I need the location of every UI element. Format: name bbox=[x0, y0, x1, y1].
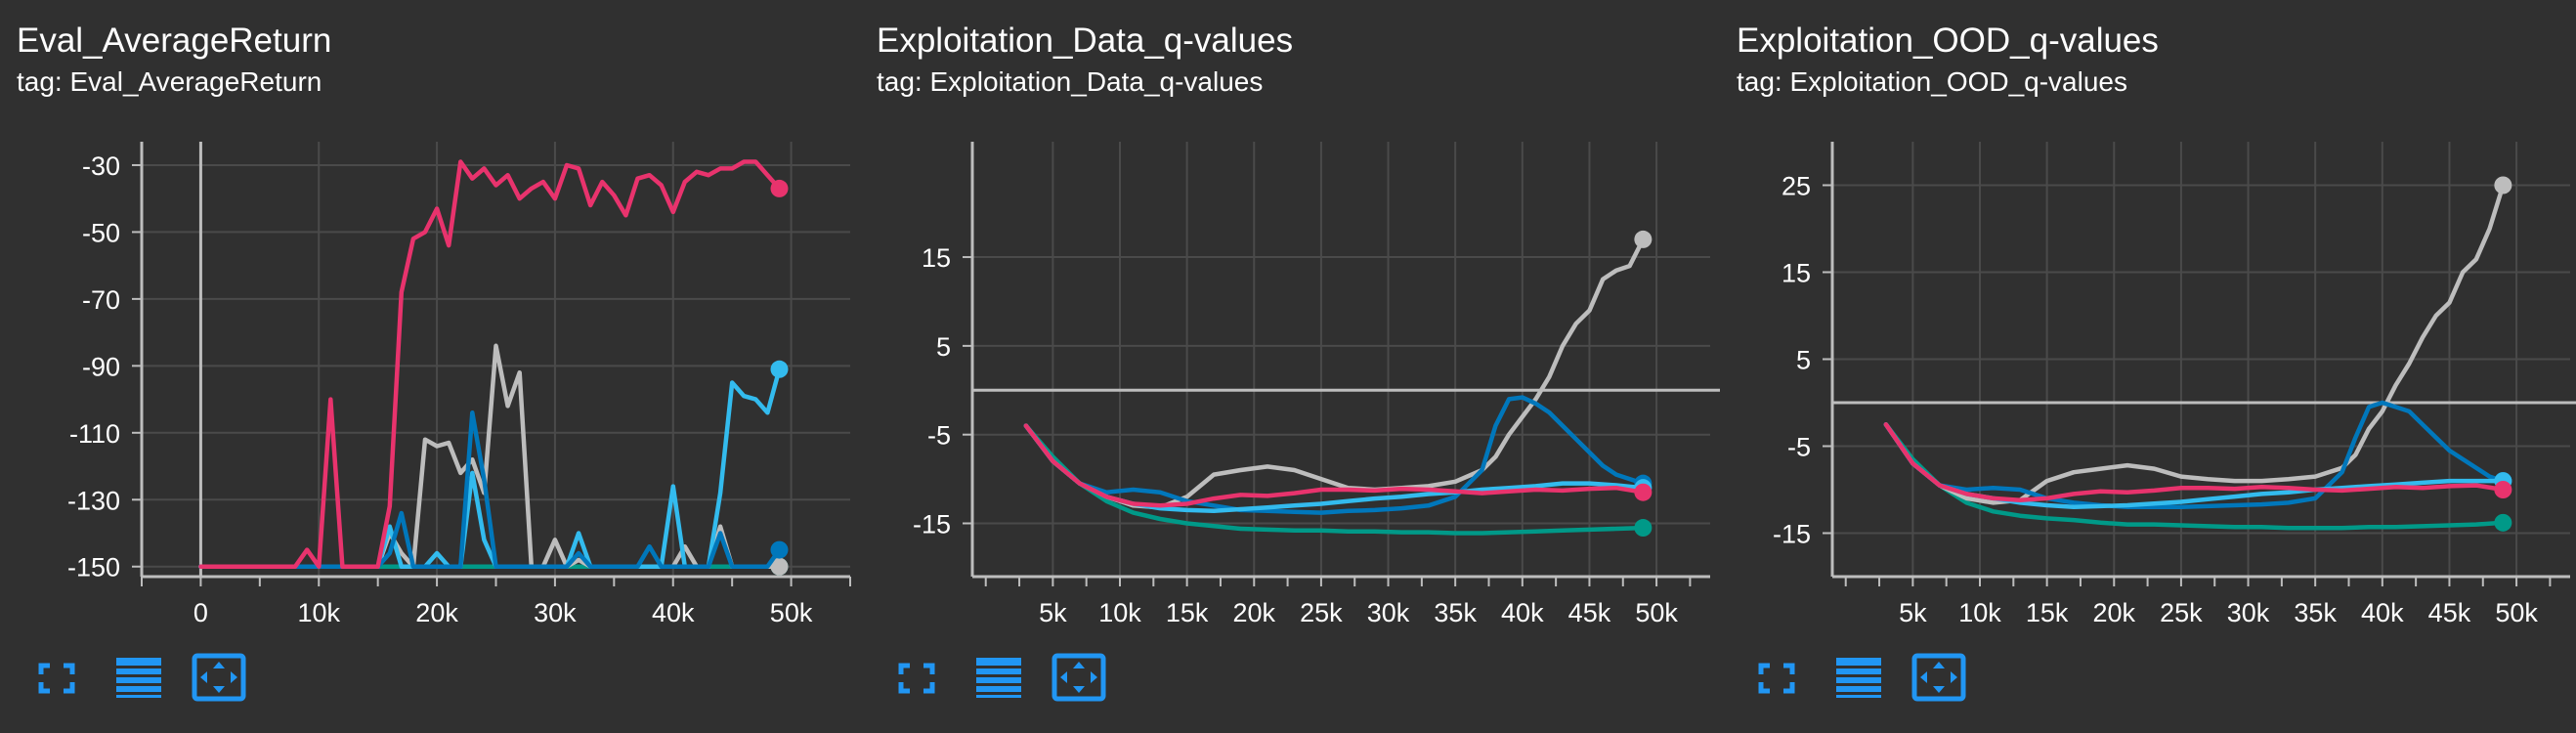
series-line-pink[interactable] bbox=[1023, 423, 1646, 508]
series-line-blue[interactable] bbox=[198, 410, 782, 569]
y-tick-label: 15 bbox=[922, 243, 951, 273]
chart-tag: tag: Exploitation_OOD_q-values bbox=[1737, 66, 2127, 97]
y-tick-label: -30 bbox=[82, 151, 120, 181]
x-tick-label: 20k bbox=[415, 598, 458, 627]
toggle-log-list-button[interactable] bbox=[971, 653, 1026, 702]
x-tick-label: 10k bbox=[297, 598, 340, 627]
x-tick-label: 30k bbox=[1367, 598, 1410, 627]
series-endpoint-teal[interactable] bbox=[2494, 513, 2512, 532]
y-tick-label: -15 bbox=[1773, 520, 1811, 549]
toggle-log-list-icon bbox=[116, 658, 161, 698]
toggle-log-list-button[interactable] bbox=[1831, 653, 1886, 702]
fit-domain-icon bbox=[192, 653, 246, 702]
line-chart[interactable]: 5k 10k 15k 20k 25k 30k 35k 40k 45k 50k 25 15 5 -5 -15 bbox=[1720, 0, 2576, 645]
series-line-pink[interactable] bbox=[198, 159, 782, 569]
y-tick-label: -90 bbox=[82, 352, 120, 381]
toggle-log-list-button[interactable] bbox=[111, 653, 166, 702]
fit-domain-button[interactable] bbox=[1911, 653, 1966, 702]
fullscreen-button[interactable] bbox=[29, 653, 84, 702]
y-tick-label: 5 bbox=[1796, 346, 1811, 375]
fullscreen-button[interactable] bbox=[889, 653, 944, 702]
grid bbox=[972, 142, 1710, 586]
y-tick-label: -5 bbox=[927, 421, 951, 451]
fit-domain-icon bbox=[1052, 653, 1106, 702]
fullscreen-icon bbox=[38, 663, 75, 694]
fullscreen-button[interactable] bbox=[1749, 653, 1804, 702]
series-endpoint-blue[interactable] bbox=[770, 540, 789, 559]
series-endpoint-pink[interactable] bbox=[770, 179, 789, 197]
y-tick-label: -5 bbox=[1787, 433, 1811, 462]
grid bbox=[141, 142, 851, 586]
series-endpoint-gray[interactable] bbox=[2494, 176, 2512, 194]
series-line-light_blue[interactable] bbox=[198, 366, 782, 569]
series-endpoint-teal[interactable] bbox=[1634, 519, 1653, 538]
series-endpoint-pink[interactable] bbox=[1634, 483, 1653, 501]
x-tick-label: 10k bbox=[1098, 598, 1141, 627]
chart-title: Exploitation_OOD_q-values bbox=[1737, 22, 2159, 60]
chart-title: Exploitation_Data_q-values bbox=[877, 22, 1294, 60]
x-tick-label: 30k bbox=[534, 598, 577, 627]
x-tick-label: 30k bbox=[2227, 598, 2270, 627]
y-tick-label: -130 bbox=[67, 486, 120, 515]
series-line-blue[interactable] bbox=[1023, 395, 1646, 515]
y-tick-label: -15 bbox=[913, 510, 951, 539]
x-tick-label: 25k bbox=[2160, 598, 2203, 627]
series-line-gray[interactable] bbox=[1883, 183, 2506, 505]
fit-domain-icon bbox=[1911, 653, 1966, 702]
fit-domain-button[interactable] bbox=[1052, 653, 1106, 702]
series-endpoint-light_blue[interactable] bbox=[770, 360, 789, 378]
x-tick-label: 40k bbox=[2361, 598, 2404, 627]
series-endpoint-gray[interactable] bbox=[1634, 230, 1653, 248]
toggle-log-list-icon bbox=[976, 658, 1021, 698]
series-endpoint-gray[interactable] bbox=[770, 557, 789, 576]
x-tick-label: 15k bbox=[1166, 598, 1209, 627]
line-chart[interactable]: 0 10k 20k 30k 40k 50k -30 -50 -70 -90 -110 -130 -150 bbox=[0, 0, 860, 645]
y-tick-label: -150 bbox=[67, 553, 120, 582]
fullscreen-icon bbox=[898, 663, 935, 694]
x-tick-label: 5k bbox=[1899, 598, 1927, 627]
x-tick-label: 25k bbox=[1300, 598, 1343, 627]
fullscreen-icon bbox=[1758, 663, 1795, 694]
grid bbox=[1832, 142, 2570, 586]
chart-title: Eval_AverageReturn bbox=[17, 22, 332, 60]
x-tick-label: 45k bbox=[2428, 598, 2471, 627]
x-tick-label: 10k bbox=[1958, 598, 2001, 627]
chart-card-exploitation-data-q-values: Exploitation_Data_q-values tag: Exploita… bbox=[860, 0, 1720, 733]
x-tick-label: 40k bbox=[1501, 598, 1544, 627]
series-line-pink[interactable] bbox=[1883, 422, 2506, 502]
chart-tag: tag: Exploitation_Data_q-values bbox=[877, 66, 1264, 97]
x-tick-label: 45k bbox=[1568, 598, 1611, 627]
y-tick-label: 15 bbox=[1782, 259, 1811, 288]
fit-domain-button[interactable] bbox=[192, 653, 246, 702]
x-tick-label: 40k bbox=[652, 598, 695, 627]
chart-card-exploitation-ood-q-values: Exploitation_OOD_q-values tag: Exploitat… bbox=[1720, 0, 2576, 733]
x-tick-label: 20k bbox=[1232, 598, 1275, 627]
y-tick-label: -110 bbox=[69, 419, 120, 449]
x-tick-label: 35k bbox=[2294, 598, 2337, 627]
x-tick-label: 50k bbox=[1635, 598, 1678, 627]
line-chart[interactable]: 5k 10k 15k 20k 25k 30k 35k 40k 45k 50k 15 5 -5 -15 bbox=[860, 0, 1720, 645]
y-tick-label: -50 bbox=[82, 218, 120, 247]
x-tick-label: 15k bbox=[2026, 598, 2069, 627]
x-tick-label: 35k bbox=[1434, 598, 1477, 627]
series-line-blue[interactable] bbox=[1883, 400, 2506, 510]
x-tick-label: 20k bbox=[2092, 598, 2135, 627]
x-tick-label: 0 bbox=[193, 598, 208, 627]
y-tick-label: 5 bbox=[936, 332, 951, 362]
toggle-log-list-icon bbox=[1836, 658, 1881, 698]
series-line-teal[interactable] bbox=[1023, 423, 1646, 536]
series-endpoint-pink[interactable] bbox=[2494, 481, 2512, 498]
chart-card-eval-average-return: Eval_AverageReturn tag: Eval_AverageRetu… bbox=[0, 0, 860, 733]
y-tick-label: -70 bbox=[82, 285, 120, 315]
series-line-teal[interactable] bbox=[1883, 422, 2506, 531]
x-tick-label: 50k bbox=[770, 598, 813, 627]
y-tick-label: 25 bbox=[1782, 172, 1811, 201]
series-line-gray[interactable] bbox=[1023, 237, 1646, 510]
chart-tag: tag: Eval_AverageReturn bbox=[17, 66, 322, 97]
x-tick-label: 50k bbox=[2495, 598, 2538, 627]
x-tick-label: 5k bbox=[1039, 598, 1067, 627]
